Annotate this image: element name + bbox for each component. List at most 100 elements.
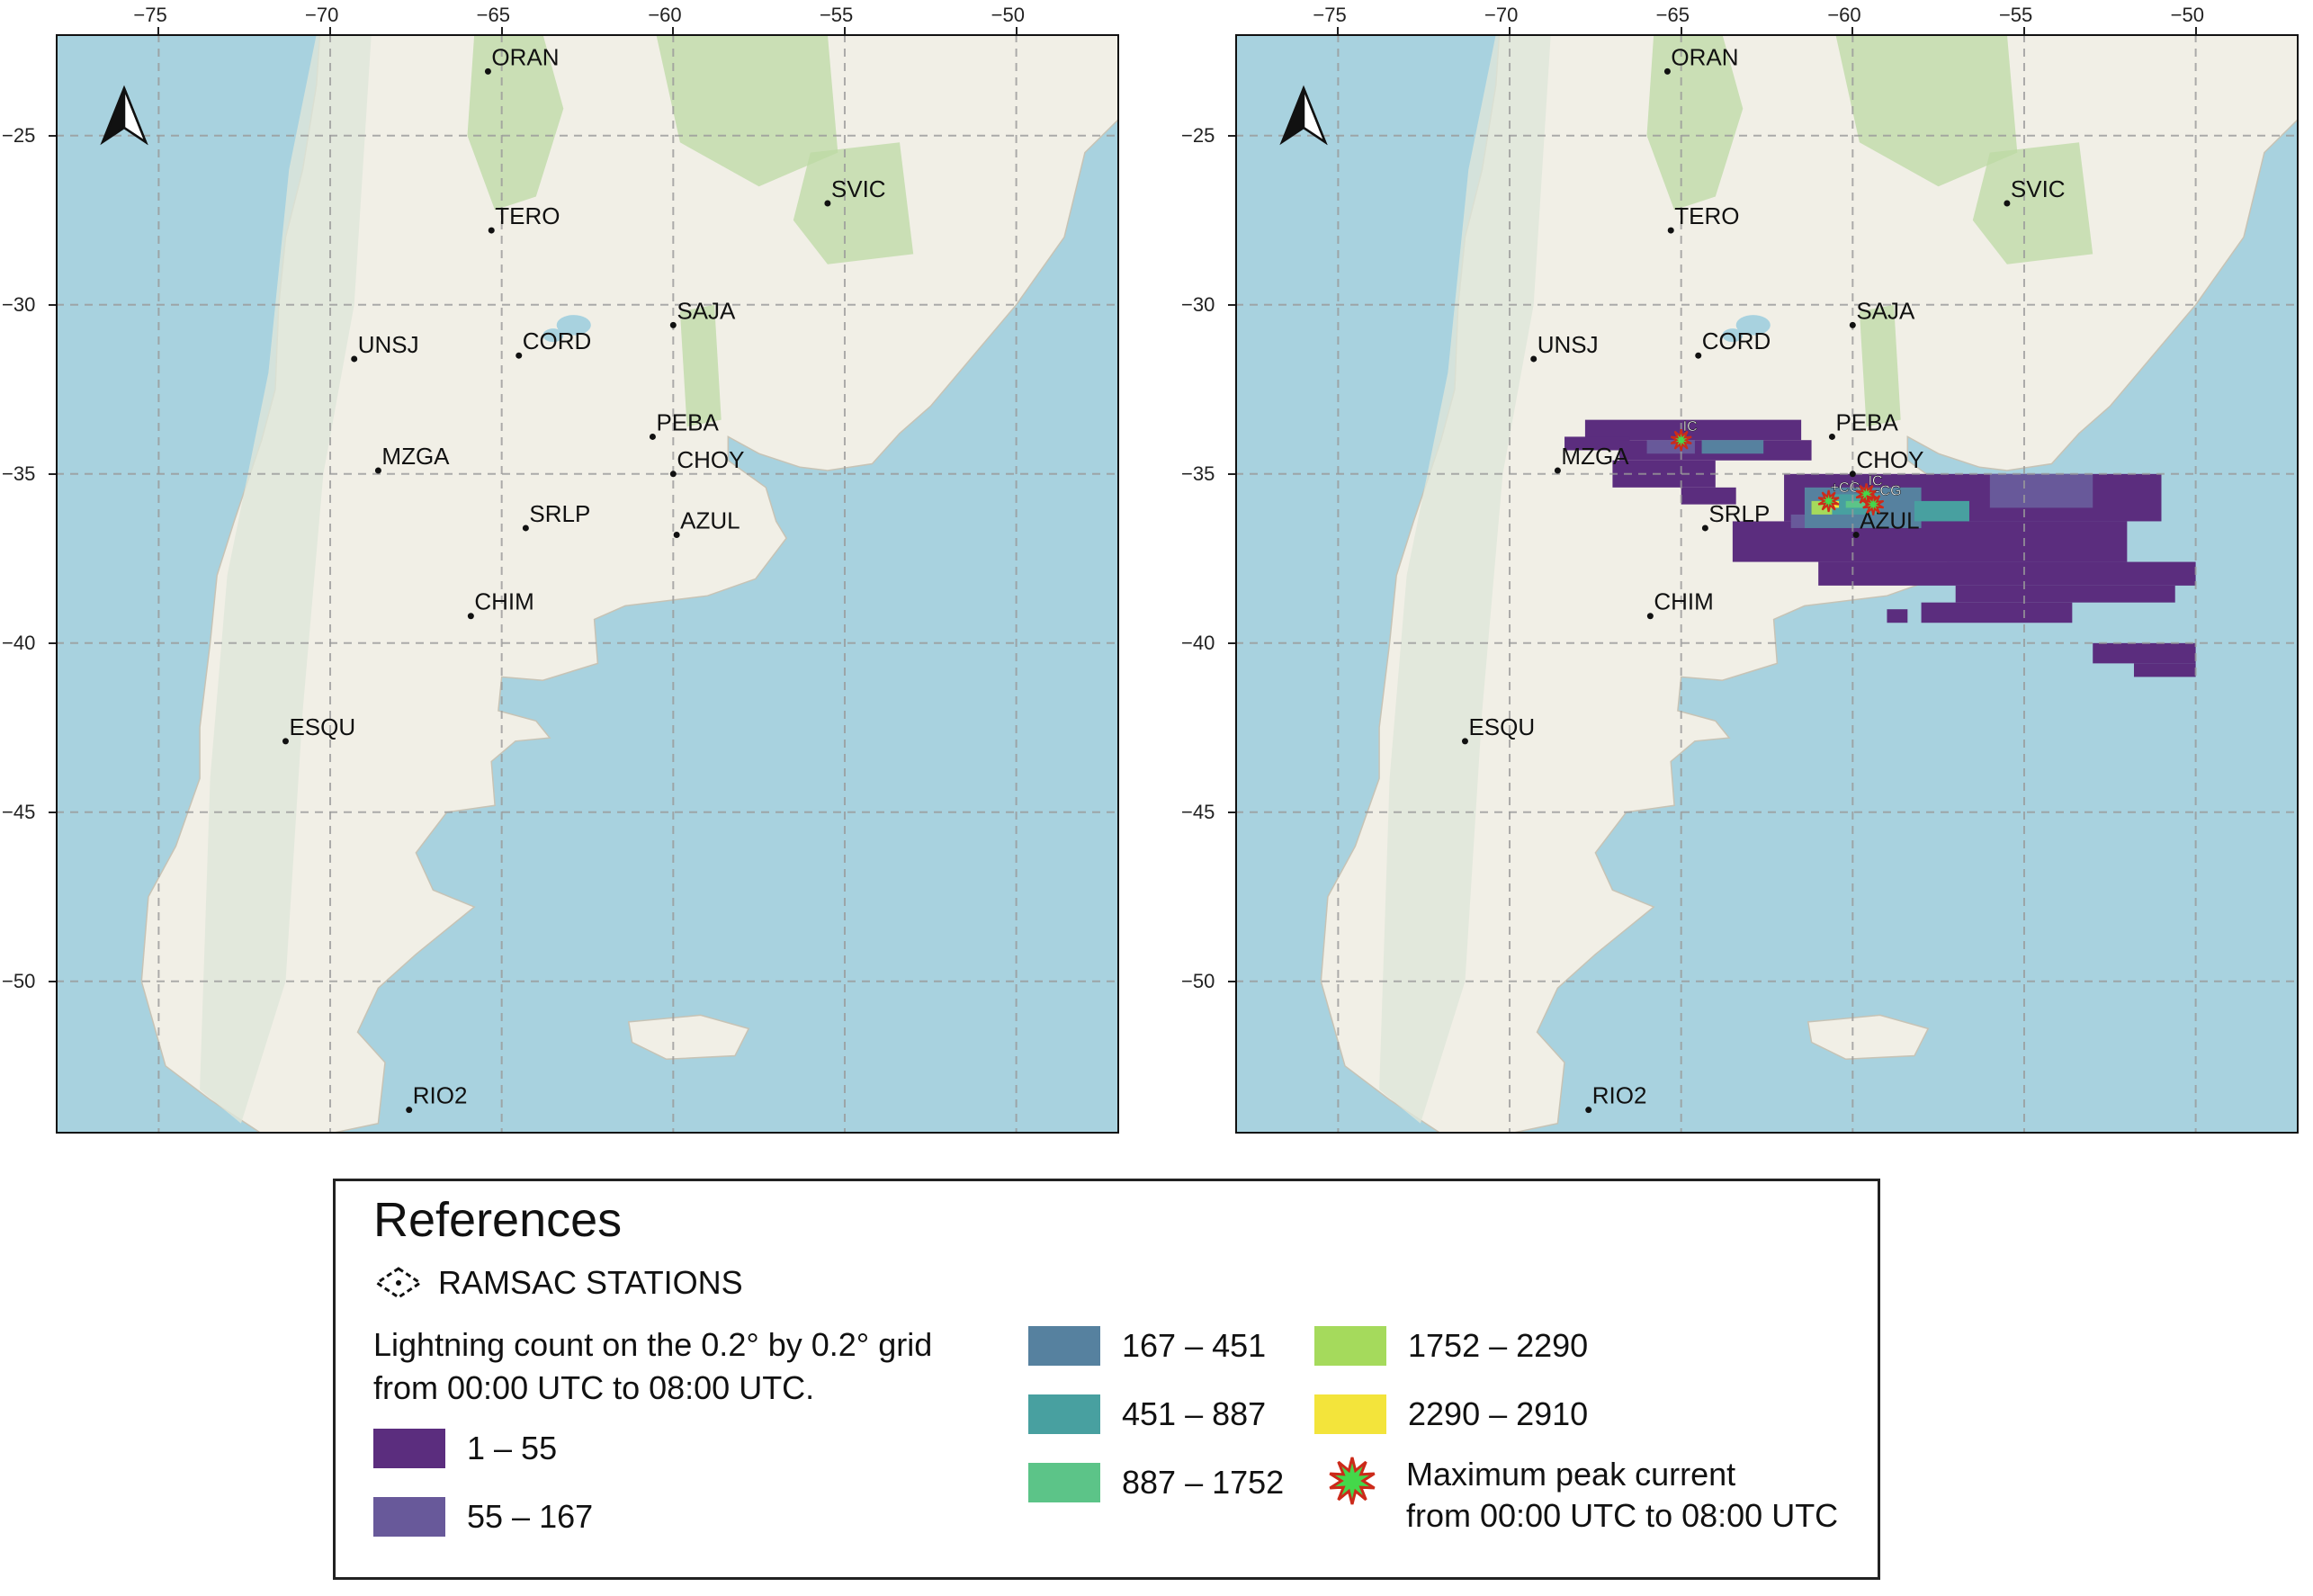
station-label-saja: SAJA [1856,297,1915,324]
legend-title: References [373,1193,623,1247]
legend-class-label-5: 887 – 1752 [1122,1464,1285,1501]
map-svg: ORAN TERO SVIC SAJA UNSJ CORD PEBA CHOY MZGA SRLP… [56,34,1119,1134]
station-marker[interactable] [1849,321,1856,328]
station-marker[interactable] [1461,738,1468,745]
station-label-tero: TERO [495,202,560,229]
lon-tick-mark [157,27,160,34]
legend-peak: Maximum peak current from 00:00 UTC to 0… [1325,1454,1838,1537]
lat-tick-mark [49,303,56,306]
legend-stations-label: RAMSAC STATIONS [438,1264,743,1301]
station-label-rio2: RIO2 [1592,1082,1647,1109]
forest-area [793,142,914,265]
lon-tick-mark [1015,27,1018,34]
peak-label: IC [1869,473,1883,489]
lon-tick-mark [843,27,846,34]
station-label-azul: AZUL [680,507,740,533]
station-label-unsj: UNSJ [1538,331,1599,358]
forest-area [679,304,722,427]
lon-tick-label: −65 [476,4,510,26]
lon-tick-label: −70 [1484,4,1519,26]
lon-tick-label: −75 [1313,4,1347,26]
station-marker[interactable] [282,738,289,745]
lon-tick-label: −50 [2170,4,2204,26]
station-marker[interactable] [522,525,529,532]
legend-swatch-4 [1028,1394,1100,1434]
lat-tick-mark [1228,641,1235,644]
lat-tick-label: −45 [1181,800,1215,823]
lon-tick-label: −60 [648,4,682,26]
legend-swatch-5 [1028,1463,1100,1502]
map-panel-right[interactable]: ORAN TERO SVIC SAJA UNSJ CORD PEBA CHOY MZGA SRLP… [1181,4,2299,1134]
forest-area [1859,304,1901,427]
station-symbol-icon [374,1267,423,1299]
lat-tick-label: −25 [1181,123,1215,147]
lon-tick-mark [500,27,503,34]
legend-class-label-4: 451 – 887 [1122,1395,1267,1432]
islands [1806,1014,1930,1061]
legend-swatch-7 [1314,1394,1386,1434]
lightning-cell [1887,609,1908,623]
lightning-cell [1818,561,2196,586]
station-label-unsj: UNSJ [358,331,419,358]
legend-class-label-7: 2290 – 2910 [1408,1395,1589,1432]
lat-tick-mark [49,980,56,982]
legend-stations: RAMSAC STATIONS [373,1264,743,1302]
station-marker[interactable] [488,227,495,234]
legend-peak-line2: from 00:00 UTC to 08:00 UTC [1406,1497,1839,1534]
station-marker[interactable] [824,200,831,207]
station-marker[interactable] [673,531,680,538]
map-panel-left[interactable]: ORAN TERO SVIC SAJA UNSJ CORD PEBA CHOY MZGA SRLP… [2,4,1119,1134]
station-marker[interactable] [406,1107,413,1114]
station-label-choy: CHOY [677,446,744,473]
station-marker[interactable] [484,67,491,75]
station-marker[interactable] [1849,471,1856,478]
lat-tick-mark [1228,811,1235,813]
lat-tick-mark [1228,472,1235,475]
station-marker[interactable] [1701,525,1708,532]
legend-class-label-3: 167 – 451 [1122,1327,1267,1364]
station-label-cord: CORD [523,327,592,354]
lon-tick-label: −50 [991,4,1025,26]
station-label-mzga: MZGA [381,443,450,470]
station-marker[interactable] [669,321,677,328]
station-marker[interactable] [1695,352,1702,359]
peak-current-star[interactable] [1817,489,1840,513]
station-marker[interactable] [1852,531,1860,538]
station-label-peba: PEBA [656,408,719,435]
station-marker[interactable] [649,433,656,440]
station-marker[interactable] [1585,1107,1592,1114]
legend-class-label-6: 1752 – 2290 [1408,1327,1589,1364]
peak-current-star[interactable] [1670,428,1692,452]
lightning-cell [1921,602,2073,623]
north-arrow-icon [100,85,148,146]
lon-tick-label: −75 [133,4,167,26]
station-label-svic: SVIC [2011,175,2066,202]
station-marker[interactable] [515,352,523,359]
station-marker[interactable] [1554,467,1561,474]
station-label-chim: CHIM [474,588,533,615]
station-marker[interactable] [467,613,474,620]
station-marker[interactable] [1828,433,1835,440]
lake [1722,328,1744,343]
lat-tick-mark [49,811,56,813]
station-marker[interactable] [1646,613,1654,620]
station-label-rio2: RIO2 [413,1082,468,1109]
lightning-cell [1681,487,1736,505]
station-marker[interactable] [1667,227,1674,234]
station-marker[interactable] [1530,355,1538,363]
peak-current-star[interactable] [1862,493,1885,516]
station-marker[interactable] [374,467,381,474]
lat-tick-label: −50 [1181,969,1215,992]
legend-swatch-6 [1314,1326,1386,1366]
station-label-choy: CHOY [1856,446,1923,473]
lat-tick-mark [49,134,56,137]
station-label-tero: TERO [1674,202,1739,229]
station-label-peba: PEBA [1835,408,1898,435]
north-arrow-icon [1279,85,1328,146]
station-marker[interactable] [351,355,358,363]
lat-tick-label: −40 [1181,631,1215,654]
lat-tick-label: −30 [1181,292,1215,316]
station-marker[interactable] [2004,200,2011,207]
station-marker[interactable] [1663,67,1671,75]
station-marker[interactable] [669,471,677,478]
